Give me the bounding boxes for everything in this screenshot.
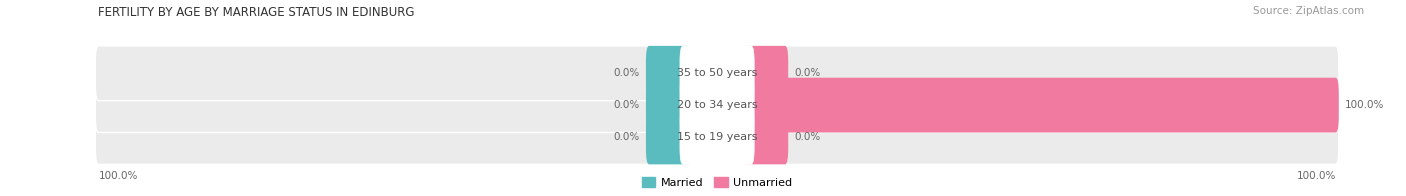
Legend: Married, Unmarried: Married, Unmarried [641,177,793,188]
Text: FERTILITY BY AGE BY MARRIAGE STATUS IN EDINBURG: FERTILITY BY AGE BY MARRIAGE STATUS IN E… [98,6,415,19]
FancyBboxPatch shape [742,78,789,132]
Text: 20 to 34 years: 20 to 34 years [676,100,758,110]
FancyBboxPatch shape [96,110,652,164]
FancyBboxPatch shape [645,110,692,164]
FancyBboxPatch shape [96,46,652,101]
FancyBboxPatch shape [742,46,789,101]
Text: 0.0%: 0.0% [613,68,640,78]
Text: 0.0%: 0.0% [613,100,640,110]
FancyBboxPatch shape [782,46,1339,101]
FancyBboxPatch shape [681,78,754,132]
FancyBboxPatch shape [96,78,652,132]
Text: 0.0%: 0.0% [794,68,821,78]
Text: 35 to 50 years: 35 to 50 years [676,68,758,78]
Text: 100.0%: 100.0% [1296,171,1336,181]
Text: 15 to 19 years: 15 to 19 years [676,132,758,142]
FancyBboxPatch shape [782,78,1339,132]
Text: Source: ZipAtlas.com: Source: ZipAtlas.com [1253,6,1364,16]
FancyBboxPatch shape [681,110,754,164]
FancyBboxPatch shape [782,78,1339,132]
Text: 100.0%: 100.0% [1346,100,1385,110]
FancyBboxPatch shape [645,46,692,101]
Text: 0.0%: 0.0% [794,132,821,142]
FancyBboxPatch shape [742,110,789,164]
FancyBboxPatch shape [681,46,754,101]
FancyBboxPatch shape [645,78,692,132]
Text: 0.0%: 0.0% [613,132,640,142]
FancyBboxPatch shape [782,110,1339,164]
Text: 100.0%: 100.0% [98,171,138,181]
